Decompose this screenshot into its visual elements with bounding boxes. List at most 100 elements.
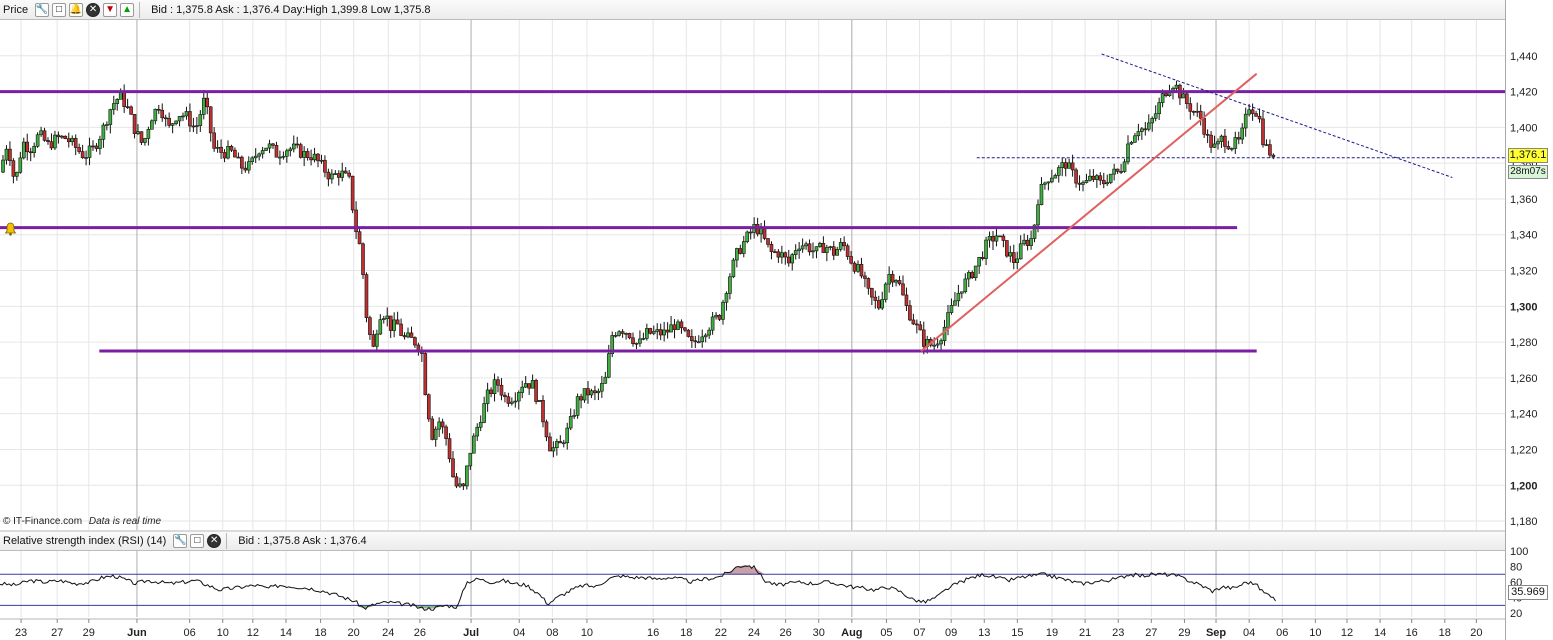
x-tick-label: 29 [1178,627,1190,639]
candle-down [586,388,590,396]
alert-bell-icon[interactable] [4,222,17,236]
candle-up [375,333,379,347]
candle-up [136,131,140,134]
candle-up [1029,238,1033,246]
candle-down [970,272,975,278]
candle-up [1136,131,1141,137]
candle-down [461,483,466,487]
candle-down [402,335,407,338]
candle-up [575,396,580,416]
candle-up [735,248,739,261]
candle-up [510,401,514,404]
candle-down [219,146,223,153]
candle-down [544,421,549,438]
candle-down [1070,162,1075,171]
candle-up [1046,181,1051,184]
candle-down [1011,252,1016,263]
candle-down [316,153,320,162]
candle-down [8,148,12,162]
candle-up [669,324,673,333]
rsi-info: Bid : 1,375.8 Ask : 1,376.4 [238,535,367,547]
candle-down [371,334,376,347]
candle-up [184,111,189,117]
candle-up [1126,143,1130,163]
candle-up [111,103,116,110]
candle-up [1053,175,1058,179]
x-tick-label: Jun [127,627,147,639]
wrench-icon[interactable]: 🔧 [35,2,50,17]
close-icon[interactable]: ✕ [207,534,222,548]
candle-up [150,120,154,130]
watermark-logo: © IT-Finance.com [3,516,83,527]
candle-down [1185,93,1189,104]
candle-up [1084,180,1089,183]
x-tick-label: Jul [463,627,479,639]
candle-down [139,131,144,143]
candle-up [641,338,646,340]
x-tick-label: 12 [1341,627,1353,639]
price-axis[interactable] [1505,0,1553,640]
candle-up [32,145,36,153]
candle-up [887,274,891,285]
x-tick-label: 18 [680,627,692,639]
candle-down [11,160,16,177]
x-tick-label: 04 [1243,627,1255,639]
candle-up [946,312,950,328]
candle-up [177,115,182,122]
bell-icon[interactable]: 🔔 [69,2,84,17]
candle-up [942,326,947,341]
window-icon[interactable]: □ [52,2,67,17]
candle-down [357,231,362,245]
candle-up [963,278,968,293]
candle-up [1157,102,1161,115]
candle-up [825,247,829,253]
window-icon[interactable]: □ [190,534,205,548]
candle-down [42,130,47,141]
candle-down [1268,144,1272,156]
up-arrow-icon[interactable]: ▲ [120,2,135,17]
candle-up [291,143,296,150]
candle-up [333,173,338,175]
candle-down [1001,235,1006,241]
x-tick-label: 07 [913,627,925,639]
down-arrow-icon[interactable]: ▼ [103,2,118,17]
candle-up [1181,93,1186,99]
x-tick-label: 23 [15,627,27,639]
candle-down [921,329,926,347]
rsi-line [0,564,1276,611]
candle-up [115,99,120,104]
candle-up [973,265,978,278]
price-tick-label: 1,420 [1510,87,1538,99]
candle-down [1257,115,1262,120]
candle-up [53,134,57,149]
candle-down [160,109,165,119]
candle-up [4,148,9,161]
candle-down [665,329,670,333]
candle-up [645,328,649,339]
candle-up [18,157,23,173]
candle-up [731,259,736,278]
candle-down [541,399,545,423]
candle-down [423,353,428,396]
candle-up [21,141,26,159]
x-tick-label: 24 [748,627,760,639]
close-icon[interactable]: ✕ [86,2,101,17]
candle-up [624,333,628,335]
wrench-icon[interactable]: 🔧 [173,534,188,548]
candle-up [939,340,943,345]
candle-down [233,149,237,158]
candle-down [368,317,372,335]
candle-down [980,257,985,259]
toolbar-separator [139,1,141,18]
candle-up [87,145,92,158]
candle-up [651,331,656,334]
candle-up [1153,113,1158,119]
x-tick-label: Sep [1206,627,1226,639]
rsi-panel-title: Relative strength index (RSI) (14) [3,535,167,547]
price-tick-label: 1,320 [1510,266,1538,278]
candle-up [1243,113,1248,129]
candle-down [413,337,417,346]
candle-down [690,336,694,342]
candle-up [523,383,528,388]
